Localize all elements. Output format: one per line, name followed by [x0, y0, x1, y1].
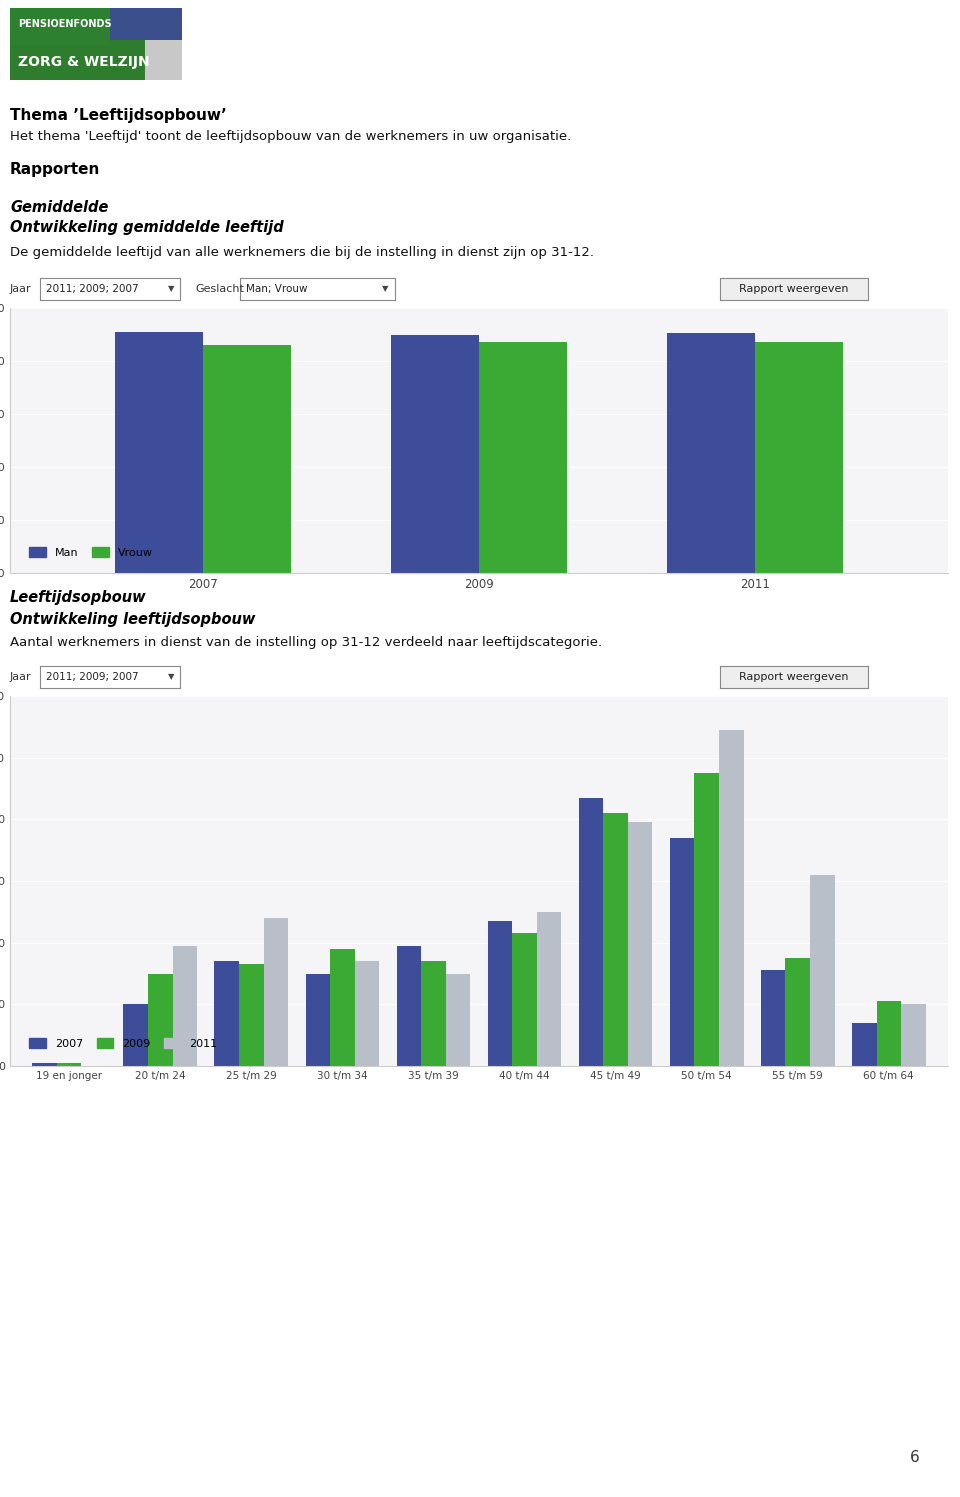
Text: Rapporten: Rapporten — [10, 162, 101, 177]
Bar — [264, 918, 288, 1066]
Bar — [537, 912, 562, 1066]
Bar — [603, 813, 628, 1066]
Text: ZORG & WELZIJN: ZORG & WELZIJN — [18, 55, 150, 69]
Text: 2011; 2009; 2007: 2011; 2009; 2007 — [46, 284, 138, 293]
Text: Rapport weergeven: Rapport weergeven — [739, 672, 849, 683]
Text: Jaar: Jaar — [10, 284, 32, 293]
Text: Ontwikkeling gemiddelde leeftijd: Ontwikkeling gemiddelde leeftijd — [10, 220, 284, 235]
Bar — [513, 934, 537, 1066]
Bar — [239, 964, 264, 1066]
Text: 6: 6 — [910, 1451, 920, 1466]
Bar — [124, 1004, 148, 1066]
Bar — [396, 946, 421, 1066]
Bar — [901, 1004, 925, 1066]
Text: Het thema 'Leeftijd' toont de leeftijdsopbouw van de werknemers in uw organisati: Het thema 'Leeftijd' toont de leeftijdso… — [10, 130, 571, 144]
Bar — [354, 961, 379, 1066]
Bar — [488, 921, 513, 1066]
Text: ▼: ▼ — [168, 284, 175, 293]
Text: Rapport weergeven: Rapport weergeven — [739, 284, 849, 293]
Legend: Man, Vrouw: Man, Vrouw — [25, 542, 156, 563]
Bar — [876, 1001, 901, 1066]
Bar — [33, 1063, 57, 1066]
Text: Jaar: Jaar — [10, 672, 32, 683]
Bar — [670, 838, 694, 1066]
Bar — [10, 40, 145, 79]
Text: ▼: ▼ — [382, 284, 389, 293]
Text: De gemiddelde leeftijd van alle werknemers die bij de instelling in dienst zijn : De gemiddelde leeftijd van alle werkneme… — [10, 246, 594, 259]
Bar — [755, 343, 843, 573]
Bar — [479, 343, 567, 573]
Legend: 2007, 2009, 2011: 2007, 2009, 2011 — [25, 1033, 222, 1052]
Bar — [785, 958, 810, 1066]
Bar — [579, 798, 603, 1066]
Bar — [666, 334, 755, 573]
Bar — [628, 822, 653, 1066]
Bar — [810, 874, 834, 1066]
Bar — [330, 949, 354, 1066]
Text: Man; Vrouw: Man; Vrouw — [246, 284, 308, 293]
Bar — [305, 973, 330, 1066]
Bar — [10, 7, 110, 45]
Bar — [694, 772, 719, 1066]
Text: Thema ʼLeeftijdsopbouwʼ: Thema ʼLeeftijdsopbouwʼ — [10, 108, 227, 123]
Bar — [761, 970, 785, 1066]
Bar — [148, 973, 173, 1066]
Text: ▼: ▼ — [168, 672, 175, 681]
Text: PENSIOENFONDS: PENSIOENFONDS — [18, 19, 111, 28]
Bar — [445, 973, 470, 1066]
Text: Gemiddelde: Gemiddelde — [10, 201, 108, 216]
Text: Geslacht: Geslacht — [195, 284, 244, 293]
Bar — [391, 334, 479, 573]
Text: 2011; 2009; 2007: 2011; 2009; 2007 — [46, 672, 138, 683]
Bar — [719, 731, 744, 1066]
Bar — [115, 332, 204, 573]
Text: Leeftijdsopbouw: Leeftijdsopbouw — [10, 590, 147, 605]
Bar — [57, 1063, 82, 1066]
Text: Ontwikkeling leeftijdsopbouw: Ontwikkeling leeftijdsopbouw — [10, 612, 255, 627]
Text: Aantal werknemers in dienst van de instelling op 31-12 verdeeld naar leeftijdsca: Aantal werknemers in dienst van de inste… — [10, 636, 602, 650]
Bar — [10, 7, 182, 40]
Bar — [421, 961, 445, 1066]
Bar — [214, 961, 239, 1066]
Bar — [173, 946, 197, 1066]
Bar — [852, 1022, 876, 1066]
Bar — [204, 346, 292, 573]
